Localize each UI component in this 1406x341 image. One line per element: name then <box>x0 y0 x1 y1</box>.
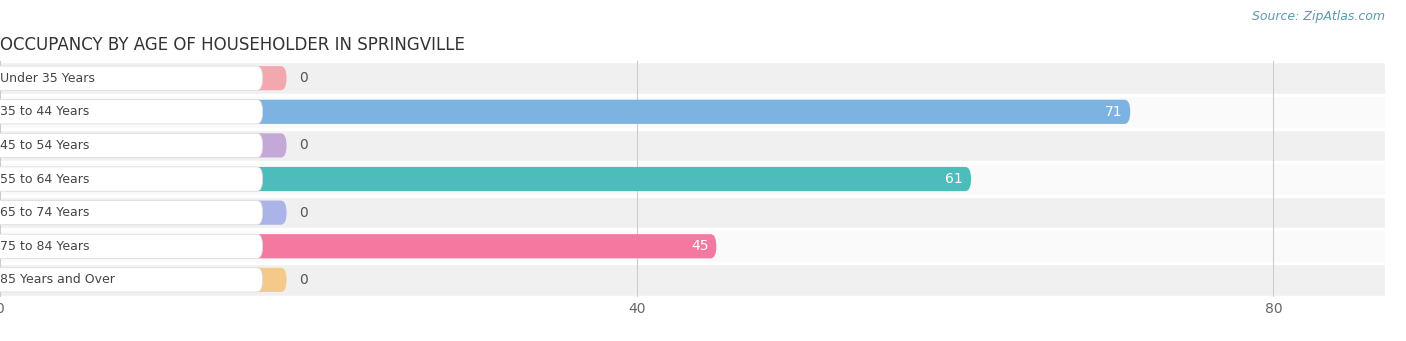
FancyBboxPatch shape <box>0 61 1385 95</box>
FancyBboxPatch shape <box>0 129 1385 162</box>
Text: 0: 0 <box>299 138 308 152</box>
FancyBboxPatch shape <box>0 201 287 225</box>
FancyBboxPatch shape <box>0 167 972 191</box>
FancyBboxPatch shape <box>0 229 1385 263</box>
Text: Under 35 Years: Under 35 Years <box>0 72 96 85</box>
FancyBboxPatch shape <box>0 201 263 225</box>
Text: 55 to 64 Years: 55 to 64 Years <box>0 173 90 186</box>
FancyBboxPatch shape <box>0 167 263 191</box>
FancyBboxPatch shape <box>0 268 287 292</box>
FancyBboxPatch shape <box>0 66 263 90</box>
FancyBboxPatch shape <box>0 133 263 158</box>
Text: 65 to 74 Years: 65 to 74 Years <box>0 206 90 219</box>
Text: Source: ZipAtlas.com: Source: ZipAtlas.com <box>1251 10 1385 23</box>
FancyBboxPatch shape <box>0 196 1385 229</box>
FancyBboxPatch shape <box>0 268 263 292</box>
FancyBboxPatch shape <box>0 162 1385 196</box>
FancyBboxPatch shape <box>0 66 287 90</box>
FancyBboxPatch shape <box>0 100 1130 124</box>
FancyBboxPatch shape <box>0 234 263 258</box>
Text: 71: 71 <box>1105 105 1122 119</box>
Text: 0: 0 <box>299 273 308 287</box>
Text: 75 to 84 Years: 75 to 84 Years <box>0 240 90 253</box>
Text: 0: 0 <box>299 71 308 85</box>
Text: 35 to 44 Years: 35 to 44 Years <box>0 105 90 118</box>
FancyBboxPatch shape <box>0 100 263 124</box>
FancyBboxPatch shape <box>0 133 287 158</box>
Text: OCCUPANCY BY AGE OF HOUSEHOLDER IN SPRINGVILLE: OCCUPANCY BY AGE OF HOUSEHOLDER IN SPRIN… <box>0 36 465 54</box>
Text: 61: 61 <box>945 172 963 186</box>
Text: 45 to 54 Years: 45 to 54 Years <box>0 139 90 152</box>
Text: 45: 45 <box>690 239 709 253</box>
Text: 85 Years and Over: 85 Years and Over <box>0 273 115 286</box>
FancyBboxPatch shape <box>0 95 1385 129</box>
Text: 0: 0 <box>299 206 308 220</box>
FancyBboxPatch shape <box>0 263 1385 297</box>
FancyBboxPatch shape <box>0 234 716 258</box>
